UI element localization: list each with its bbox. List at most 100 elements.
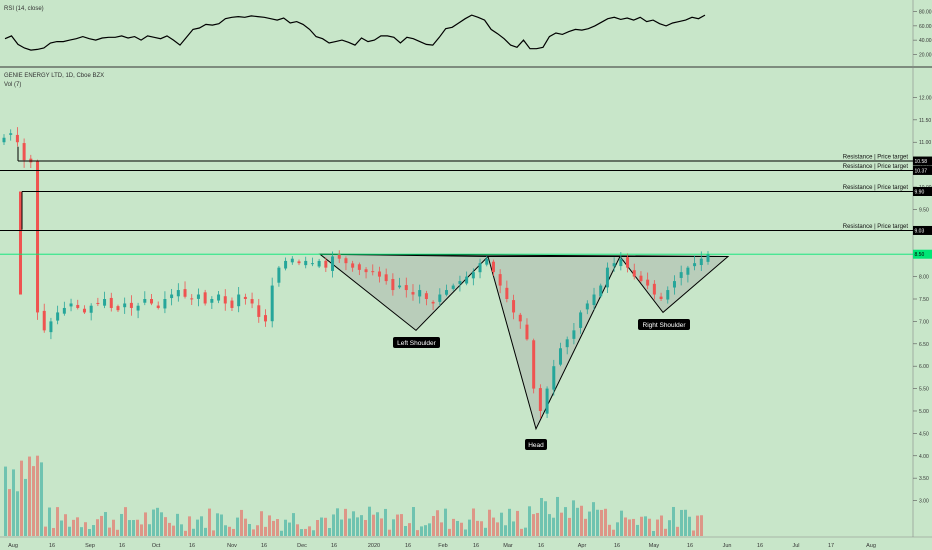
- candle-body: [465, 276, 469, 284]
- candle-body: [592, 294, 596, 306]
- volume-bar: [328, 527, 331, 536]
- volume-bar: [256, 525, 259, 536]
- candle-body: [679, 272, 683, 278]
- volume-bar: [700, 515, 703, 536]
- candle-body: [344, 258, 348, 264]
- volume-bar: [172, 525, 175, 536]
- volume-bar: [280, 530, 283, 536]
- candle-body: [42, 310, 46, 331]
- volume-bar: [288, 522, 291, 536]
- rsi-label: RSI (14, close): [4, 6, 44, 12]
- volume-label: Vol (7): [4, 82, 21, 88]
- candle-body: [398, 285, 402, 288]
- resistance-price-tag: [913, 156, 932, 166]
- resistance-price-value: 9.03: [915, 228, 925, 234]
- volume-bar: [144, 512, 147, 536]
- price-tick-label: 5.50: [919, 387, 929, 393]
- candle-body: [525, 324, 529, 340]
- candle-body: [36, 161, 40, 313]
- svg-text:Head: Head: [528, 442, 544, 449]
- volume-bar: [80, 527, 83, 536]
- volume-bar: [148, 524, 151, 536]
- candle-body: [699, 258, 703, 266]
- volume-bar: [252, 529, 255, 536]
- volume-bar: [44, 526, 47, 536]
- candle-body: [572, 330, 576, 339]
- price-tick-label: 3.00: [919, 499, 929, 505]
- time-axis-label: 16: [119, 543, 125, 549]
- volume-bar: [420, 526, 423, 536]
- volume-bar: [336, 508, 339, 536]
- volume-bar: [20, 460, 23, 536]
- volume-bar: [644, 516, 647, 536]
- candle-body: [706, 254, 710, 262]
- volume-bar: [184, 530, 187, 536]
- candle-body: [518, 314, 522, 322]
- volume-bar: [36, 455, 39, 536]
- time-axis-label: 16: [614, 543, 620, 549]
- volume-bar: [56, 507, 59, 536]
- candle-body: [451, 285, 455, 289]
- volume-bar: [96, 519, 99, 536]
- volume-bar: [236, 517, 239, 536]
- candle-body: [96, 302, 100, 304]
- volume-bar: [284, 519, 287, 536]
- price-tick-label: 3.50: [919, 476, 929, 482]
- volume-bar: [88, 529, 91, 536]
- candle-body: [176, 290, 180, 297]
- symbol-label: GENIE ENERGY LTD, 1D, Cboe BZX: [4, 73, 104, 79]
- volume-bar: [108, 527, 111, 536]
- volume-bar: [92, 525, 95, 536]
- candle-body: [22, 143, 26, 161]
- candle-body: [672, 281, 676, 288]
- current-price-value: 8.50: [915, 252, 925, 258]
- candle-body: [351, 263, 355, 268]
- candle-body: [263, 315, 267, 322]
- volume-bar: [4, 466, 7, 536]
- candle-body: [109, 297, 113, 308]
- volume-bar: [8, 489, 11, 536]
- volume-bar: [100, 515, 103, 536]
- time-axis-label: 16: [49, 543, 55, 549]
- volume-bar: [468, 519, 471, 536]
- volume-bar: [364, 519, 367, 536]
- volume-bar: [576, 507, 579, 536]
- candle-body: [250, 299, 254, 304]
- volume-bar: [632, 518, 635, 536]
- candle-body: [123, 303, 127, 308]
- candle-body: [103, 299, 107, 306]
- candle-body: [498, 274, 502, 286]
- candle-body: [331, 256, 335, 271]
- resistance-label: Resistance | Price target: [843, 164, 909, 170]
- volume-bar: [548, 514, 551, 536]
- volume-bar: [572, 500, 575, 536]
- candle-body: [693, 263, 697, 267]
- candle-body: [377, 271, 381, 277]
- volume-bar: [368, 506, 371, 536]
- candle-body: [170, 294, 174, 299]
- volume-bar: [636, 524, 639, 536]
- candle-body: [659, 296, 663, 299]
- volume-bar: [592, 502, 595, 536]
- volume-bar: [260, 511, 263, 536]
- volume-bar: [588, 511, 591, 536]
- candle-body: [277, 267, 281, 283]
- price-tick-label: 12.00: [919, 95, 932, 101]
- time-axis-label: Jun: [723, 543, 732, 549]
- time-axis-label: Sep: [85, 543, 95, 549]
- candle-body: [364, 269, 368, 273]
- volume-bar: [540, 497, 543, 536]
- volume-bar: [392, 519, 395, 536]
- price-tick-label: 10.50: [919, 163, 932, 169]
- volume-bar: [312, 530, 315, 536]
- right-shoulder-label: Right Shoulder: [638, 319, 690, 330]
- price-tick-label: 4.50: [919, 431, 929, 437]
- time-axis-label: Oct: [152, 543, 161, 549]
- candle-body: [391, 279, 395, 291]
- candle-body: [284, 260, 288, 269]
- candle-body: [190, 298, 194, 300]
- volume-bar: [692, 530, 695, 536]
- volume-bar: [648, 518, 651, 536]
- resistance-label: Resistance | Price target: [843, 224, 909, 230]
